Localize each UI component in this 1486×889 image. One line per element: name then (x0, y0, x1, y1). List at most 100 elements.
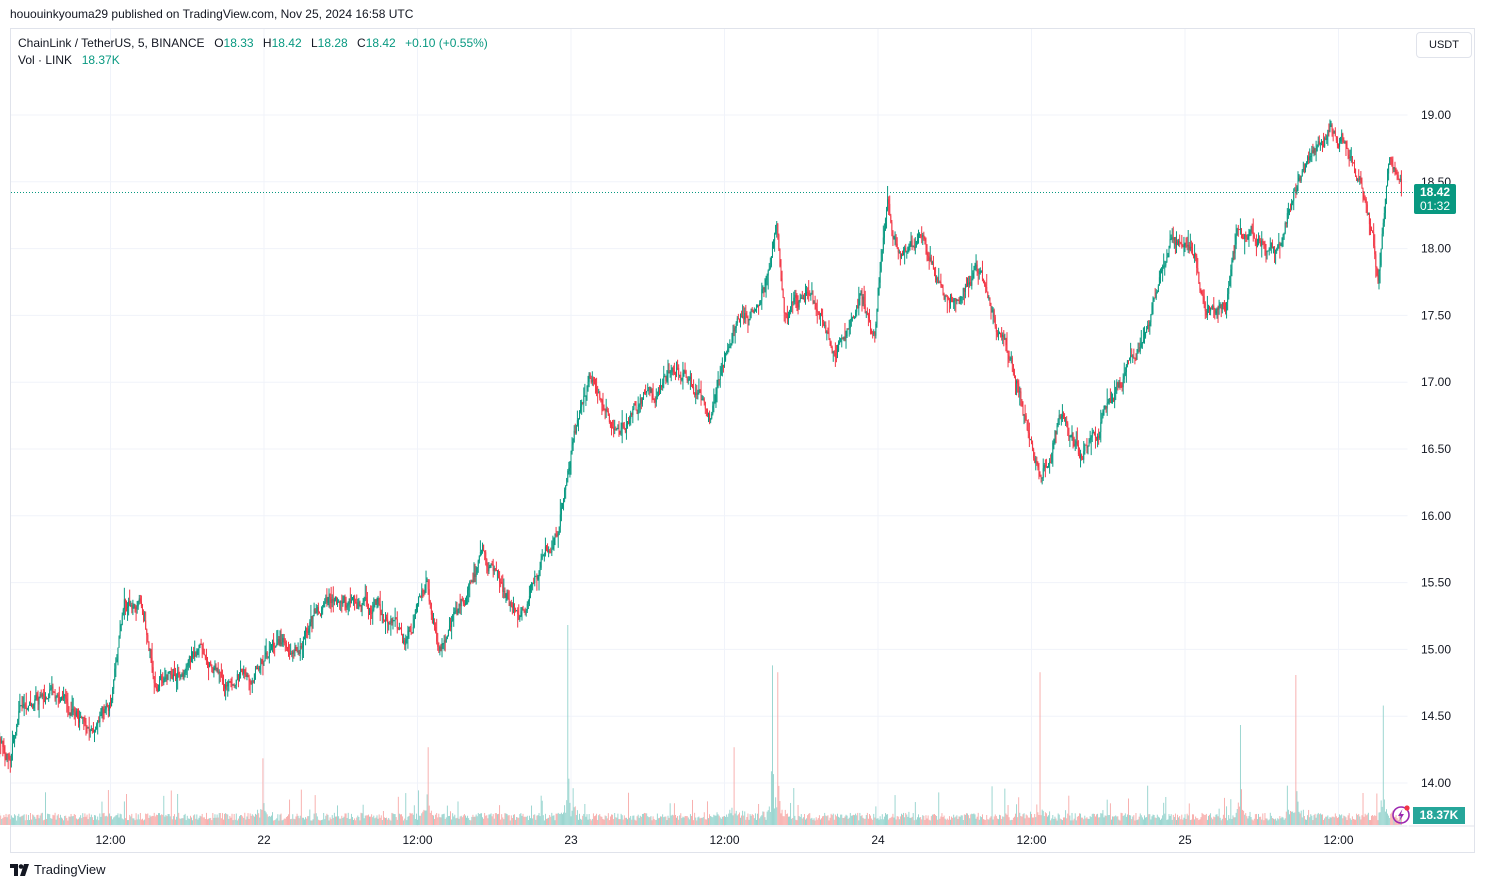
volume-bar (1061, 820, 1063, 825)
candle-body (625, 424, 627, 433)
candle-body (147, 634, 149, 642)
volume-bar (564, 805, 566, 825)
volume-bar (495, 813, 497, 825)
volume-bar (1361, 815, 1363, 825)
candle-body (749, 312, 751, 321)
volume-bar (145, 813, 147, 825)
volume-bar (452, 813, 454, 825)
candle-body (1253, 234, 1255, 239)
volume-bar (584, 803, 586, 825)
candle-body (1178, 240, 1180, 245)
candle-body (581, 402, 583, 407)
volume-bar (939, 818, 941, 825)
candle-body (1210, 307, 1212, 312)
candle-body (295, 647, 297, 650)
candle-body (918, 234, 920, 240)
volume-bar (1169, 815, 1171, 825)
volume-bar (360, 812, 362, 825)
candle-body (509, 602, 511, 606)
volume-bar (505, 813, 507, 825)
volume-bar (327, 814, 329, 825)
volume-bar (231, 813, 233, 825)
lightning-bolt-icon[interactable] (1391, 804, 1411, 824)
candle-body (1021, 399, 1023, 407)
volume-bar (515, 819, 517, 825)
candle-body (687, 379, 689, 381)
candle-body (1292, 200, 1294, 203)
candle-body (1180, 242, 1182, 244)
candle-body (1214, 309, 1216, 314)
candle-body (534, 575, 536, 583)
candle-body (397, 628, 399, 630)
chart-pane[interactable] (10, 28, 1475, 853)
volume-bar (942, 817, 944, 825)
candle-body (26, 708, 28, 710)
candle-body (1000, 333, 1002, 335)
volume-bar (37, 814, 39, 825)
candle-body (676, 367, 678, 376)
volume-bar (955, 816, 957, 825)
candle-body (1225, 309, 1227, 311)
candle-body (1233, 252, 1235, 254)
volume-bar (1366, 814, 1368, 825)
volume-bar (1232, 815, 1234, 825)
volume-bar (945, 819, 947, 825)
candle-body (1227, 293, 1229, 303)
volume-bar (422, 811, 424, 825)
candle-body (777, 224, 779, 235)
volume-bar (873, 813, 875, 825)
volume-bar (58, 817, 60, 825)
candle-body (848, 328, 850, 330)
candle-body (97, 720, 99, 725)
open-value: 18.33 (223, 36, 254, 50)
candle-body (447, 630, 449, 636)
candle-body (137, 601, 139, 607)
volume-bar (329, 817, 331, 825)
volume-bar (364, 815, 366, 825)
candle-body (1306, 162, 1308, 165)
symbol-title[interactable]: ChainLink / TetherUS, 5, BINANCE (18, 36, 205, 50)
candle-body (275, 645, 277, 648)
candle-body (900, 253, 902, 258)
volume-bar (761, 815, 763, 825)
volume-bar (318, 820, 320, 825)
currency-button[interactable]: USDT (1416, 32, 1472, 58)
volume-bar (169, 816, 171, 825)
tradingview-branding[interactable]: TradingView (10, 862, 106, 877)
volume-bar (461, 817, 463, 825)
candle-body (124, 599, 126, 603)
candle-body (100, 714, 102, 716)
volume-bar (1229, 818, 1231, 825)
candle-body (430, 603, 432, 615)
volume-title[interactable]: Vol · LINK (18, 53, 73, 67)
volume-bar (853, 814, 854, 825)
candle-body (1135, 358, 1137, 360)
volume-bar (1327, 815, 1329, 825)
volume-bar (957, 818, 959, 825)
time-tick-label: 12:00 (709, 833, 739, 847)
candle-body (938, 282, 940, 284)
volume-bar (216, 814, 218, 825)
candle-body (1091, 432, 1093, 438)
volume-bar (1037, 812, 1039, 825)
candle-body (1134, 357, 1136, 359)
volume-bar (1031, 813, 1032, 825)
candle-body (246, 675, 248, 677)
candle-body (884, 219, 886, 229)
candle-body (1058, 415, 1060, 420)
candle-body (431, 614, 433, 623)
volume-bar (1372, 815, 1374, 825)
candle-body (1189, 246, 1191, 250)
candle-body (693, 387, 695, 394)
candle-body (1226, 302, 1228, 311)
candle-body (216, 667, 218, 670)
close-label: C (357, 36, 366, 50)
candle-body (1054, 430, 1056, 440)
candle-body (472, 580, 474, 583)
volume-bar (217, 817, 219, 825)
volume-bar (797, 804, 799, 825)
candle-body (298, 651, 300, 655)
candle-body (720, 367, 722, 376)
volume-bar (1166, 819, 1168, 825)
